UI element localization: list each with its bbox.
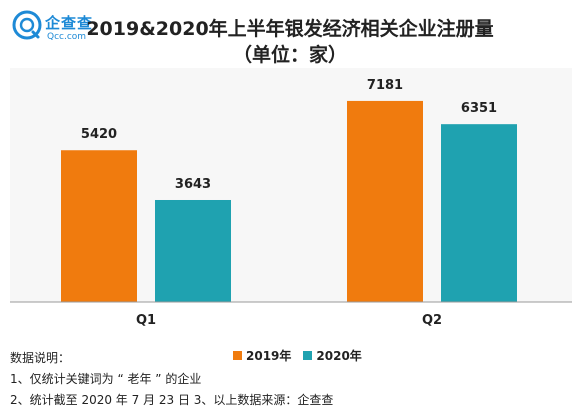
- data-label-q1-1: 3643: [175, 177, 211, 192]
- bar-q2-1: [441, 124, 517, 302]
- legend: 2019年 2020年: [233, 347, 362, 364]
- notes-line-1: 1、仅统计关键词为 “ 老年 ” 的企业: [10, 372, 202, 386]
- qcc-logo: 企查查 Qcc.com: [12, 10, 104, 46]
- chart-title: 2019&2020年上半年银发经济相关企业注册量: [86, 18, 494, 40]
- data-notes: 数据说明： 1、仅统计关键词为 “ 老年 ” 的企业 2、统计截至 2020 年…: [10, 348, 333, 411]
- legend-label-2019: 2019年: [246, 349, 292, 363]
- x-tick-label-q2: Q2: [422, 313, 442, 328]
- logo-icon: [12, 10, 42, 40]
- legend-item-2020: 2020年: [303, 347, 362, 364]
- logo-domain: Qcc.com: [47, 32, 87, 42]
- legend-swatch-2019: [233, 351, 242, 360]
- bar-q2-0: [347, 100, 423, 302]
- logo-name: 企查查: [45, 14, 94, 32]
- legend-label-2020: 2020年: [316, 349, 362, 363]
- legend-item-2019: 2019年: [233, 347, 291, 364]
- x-tick-label-q1: Q1: [136, 313, 156, 328]
- legend-swatch-2020: [303, 351, 313, 360]
- notes-heading: 数据说明：: [10, 351, 71, 365]
- data-label-q2-0: 7181: [367, 78, 403, 93]
- bar-q1-1: [155, 199, 231, 302]
- bar-q1-0: [61, 150, 137, 302]
- data-label-q2-1: 6351: [461, 101, 497, 116]
- chart-subtitle: （单位：家）: [232, 44, 347, 66]
- data-label-q1-0: 5420: [81, 127, 117, 142]
- notes-line-2: 2、统计截至 2020 年 7 月 23 日 3、以上数据来源：企查查: [10, 393, 334, 407]
